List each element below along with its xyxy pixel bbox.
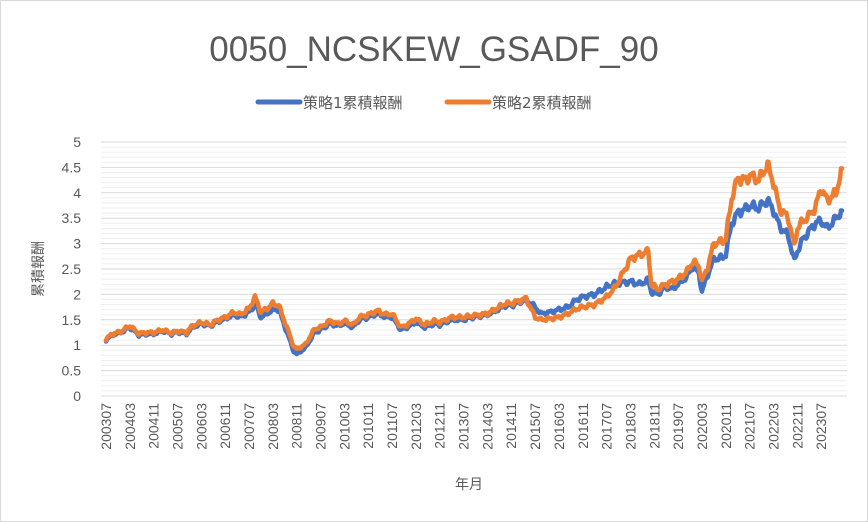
chart-title: 0050_NCSKEW_GSADF_90 — [209, 30, 658, 69]
y-tick-label: 1 — [73, 337, 81, 353]
y-tick-label: 0 — [73, 388, 81, 404]
x-tick-label: 201707 — [599, 403, 615, 450]
y-axis-tick-labels: 0 0.5 1 1.5 2 2.5 3 3.5 4 4.5 5 — [62, 134, 82, 404]
x-tick-label: 200307 — [98, 403, 114, 450]
x-tick-label: 201811 — [646, 403, 662, 449]
x-tick-label: 202011 — [718, 403, 734, 449]
y-axis-title: 累積報酬 — [31, 241, 47, 297]
x-tick-label: 200603 — [193, 403, 209, 450]
x-tick-label: 201411 — [503, 403, 519, 449]
gridlines — [101, 141, 847, 397]
x-tick-label: 201907 — [670, 403, 686, 450]
x-axis-tick-labels: 200307 200403 200411 200507 200603 200611 2007… — [98, 403, 829, 450]
y-tick-label: 3.5 — [62, 210, 82, 226]
x-tick-label: 200803 — [265, 403, 281, 450]
x-tick-label: 201603 — [551, 403, 567, 450]
y-tick-label: 0.5 — [62, 363, 82, 379]
x-tick-label: 201307 — [456, 403, 472, 450]
y-tick-label: 3 — [73, 236, 81, 252]
legend-label-series-1: 策略1累積報酬 — [303, 94, 403, 112]
legend: 策略1累積報酬 策略2累積報酬 — [255, 94, 592, 112]
series-line-2 — [103, 159, 845, 352]
x-tick-label: 200611 — [217, 403, 233, 449]
x-tick-label: 201403 — [479, 403, 495, 450]
x-tick-label: 200403 — [122, 403, 138, 450]
x-tick-label: 201107 — [384, 403, 400, 449]
y-tick-label: 4 — [73, 185, 81, 201]
x-tick-label: 202211 — [789, 403, 805, 449]
legend-label-series-2: 策略2累積報酬 — [492, 94, 592, 112]
x-tick-label: 201003 — [336, 403, 352, 450]
x-tick-label: 201011 — [360, 403, 376, 449]
x-tick-label: 201611 — [575, 403, 591, 449]
x-tick-label: 200707 — [241, 403, 257, 450]
x-tick-label: 200411 — [146, 403, 162, 449]
x-tick-label: 200907 — [313, 403, 329, 450]
x-tick-label: 201211 — [432, 403, 448, 449]
x-tick-label: 200811 — [289, 403, 305, 449]
x-tick-label: 202307 — [813, 403, 829, 450]
x-tick-label: 201507 — [527, 403, 543, 450]
y-tick-label: 5 — [73, 134, 81, 150]
x-tick-label: 201803 — [622, 403, 638, 450]
y-tick-label: 2.5 — [62, 261, 82, 277]
y-tick-label: 1.5 — [62, 312, 82, 328]
y-tick-label: 2 — [73, 286, 81, 302]
x-tick-label: 200507 — [170, 403, 186, 450]
x-axis-title: 年月 — [455, 477, 483, 493]
x-tick-label: 201203 — [408, 403, 424, 450]
series-lines — [103, 159, 845, 357]
x-tick-label: 202107 — [742, 403, 758, 450]
series-line-1 — [103, 195, 845, 357]
x-tick-label: 202003 — [694, 403, 710, 450]
y-tick-label: 4.5 — [62, 159, 82, 175]
x-tick-label: 202203 — [765, 403, 781, 450]
